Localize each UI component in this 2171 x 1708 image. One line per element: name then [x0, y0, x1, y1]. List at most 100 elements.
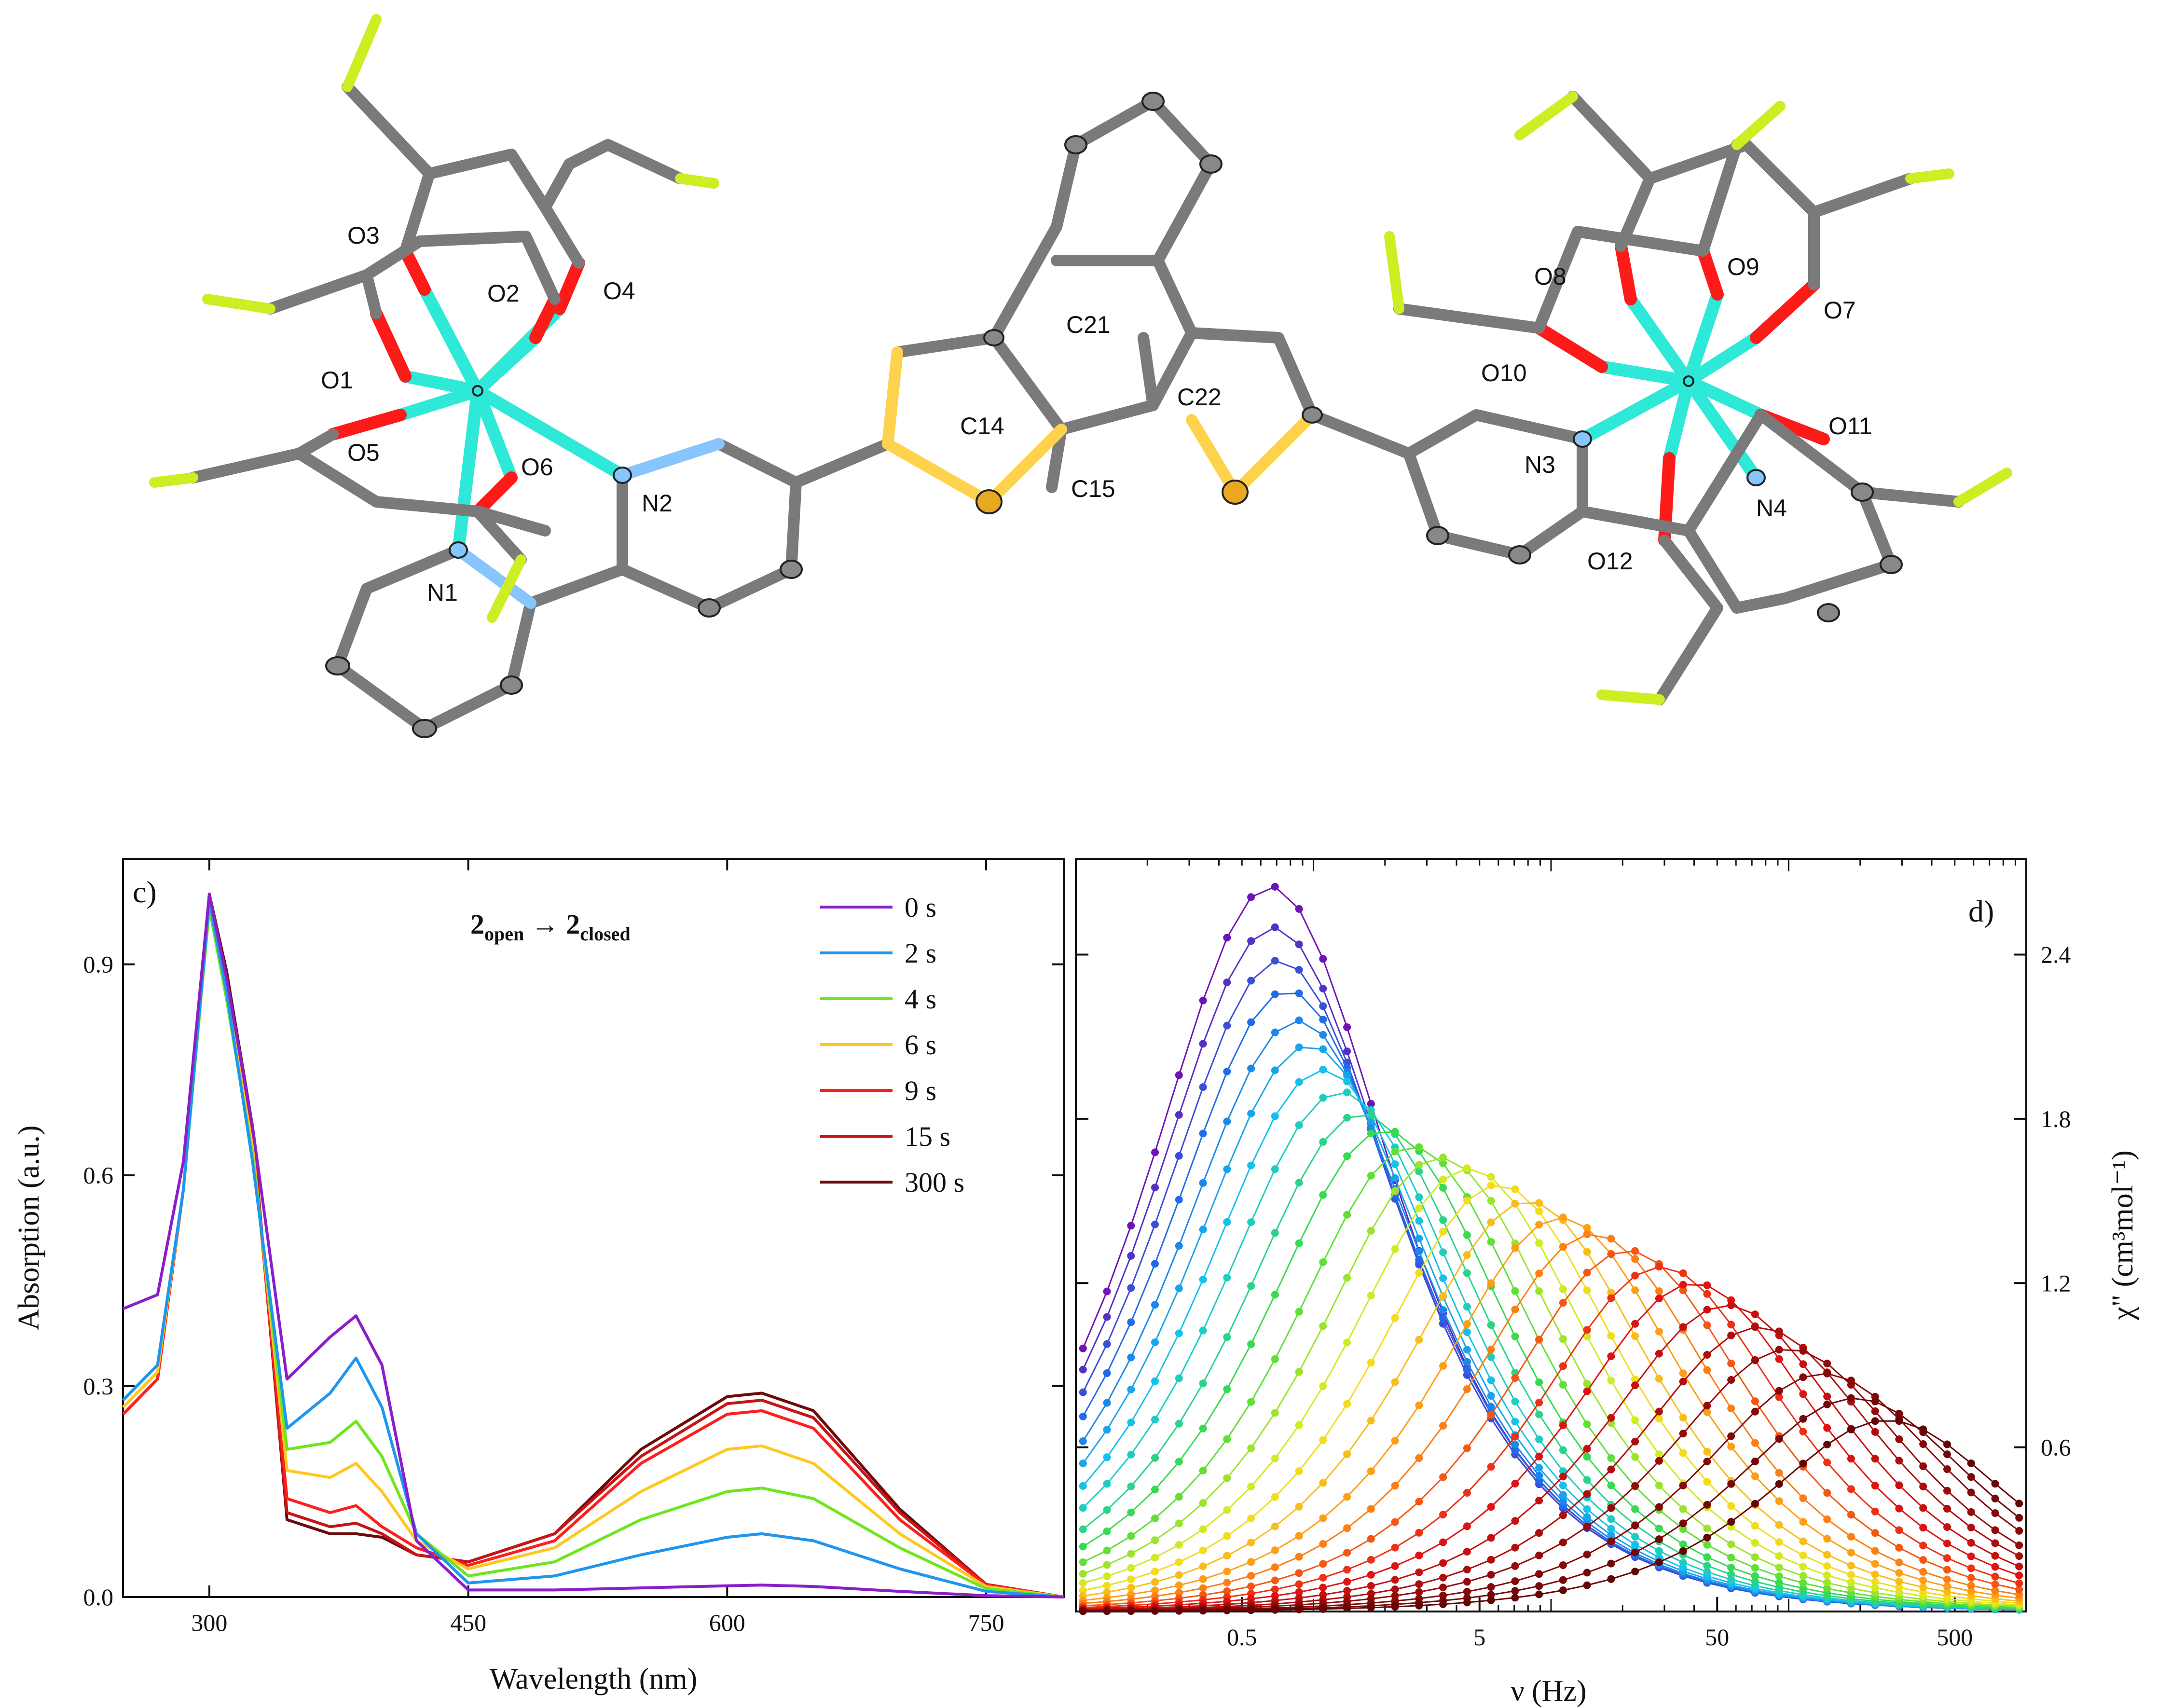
data-point	[1199, 1584, 1207, 1592]
data-point	[1247, 937, 1255, 945]
data-point	[1199, 1129, 1207, 1138]
data-point	[1607, 1465, 1615, 1474]
data-point	[1847, 1485, 1855, 1493]
data-point	[1511, 1446, 1519, 1455]
data-point	[1583, 1445, 1591, 1453]
data-point	[1271, 1546, 1279, 1555]
data-point	[1223, 1165, 1231, 1173]
data-point	[1535, 1207, 1543, 1215]
data-point	[1967, 1582, 1975, 1590]
data-point	[1271, 1563, 1279, 1571]
data-point	[1991, 1580, 1999, 1588]
data-point	[1511, 1418, 1519, 1426]
data-point	[2015, 1552, 2023, 1560]
data-point	[1223, 1385, 1231, 1393]
data-point	[1487, 1279, 1495, 1287]
data-point	[1607, 1531, 1615, 1539]
data-point	[1343, 1211, 1351, 1219]
data-point	[1223, 1579, 1231, 1587]
data-point	[1319, 1065, 1327, 1074]
data-point	[1919, 1576, 1927, 1584]
data-point	[1295, 1467, 1303, 1475]
data-point	[1775, 1521, 1783, 1529]
data-point	[1319, 1540, 1327, 1548]
series-line	[122, 892, 1064, 1598]
data-point	[1151, 1184, 1159, 1192]
data-point	[1511, 1562, 1519, 1570]
atom-label: O4	[603, 277, 635, 304]
data-point	[1895, 1504, 1903, 1513]
data-point	[1415, 1234, 1423, 1242]
data-point	[1535, 1464, 1543, 1472]
data-point	[1679, 1281, 1687, 1289]
y-tick-label: 0.0	[83, 1584, 114, 1611]
data-point	[1487, 1345, 1495, 1353]
data-point	[1703, 1568, 1711, 1576]
data-point	[1559, 1213, 1567, 1222]
data-point	[1535, 1582, 1543, 1590]
data-point	[1175, 1242, 1183, 1250]
data-point	[1967, 1587, 1975, 1595]
data-point	[1511, 1440, 1519, 1448]
data-point	[1919, 1524, 1927, 1532]
data-point	[1103, 1607, 1111, 1615]
data-point	[1223, 1117, 1231, 1126]
data-point	[1751, 1397, 1759, 1405]
data-point	[1895, 1481, 1903, 1489]
data-point	[1871, 1428, 1879, 1436]
data-point	[1823, 1571, 1831, 1579]
data-point	[1895, 1457, 1903, 1465]
data-point	[1847, 1584, 1855, 1592]
data-point	[2015, 1500, 2023, 1508]
data-point	[1247, 1018, 1255, 1026]
data-point	[1271, 1028, 1279, 1036]
data-point	[1511, 1244, 1519, 1252]
data-point	[1463, 1522, 1471, 1530]
data-point	[1151, 1377, 1159, 1385]
data-point	[1367, 1100, 1375, 1108]
data-point	[2015, 1579, 2023, 1587]
data-point	[1967, 1473, 1975, 1481]
data-point	[1751, 1310, 1759, 1319]
data-point	[1319, 1094, 1327, 1102]
data-point	[1775, 1497, 1783, 1505]
series-line	[1083, 1304, 2020, 1611]
data-point	[1151, 1515, 1159, 1522]
data-point	[1223, 1021, 1231, 1030]
data-point	[1751, 1578, 1759, 1585]
plot-frame	[122, 858, 1065, 1598]
data-point	[1247, 1161, 1255, 1170]
data-point	[1655, 1481, 1663, 1489]
data-point	[1895, 1584, 1903, 1592]
data-point	[1391, 1174, 1399, 1182]
data-point	[1439, 1573, 1447, 1582]
data-point	[1415, 1269, 1423, 1277]
data-point	[1583, 1420, 1591, 1428]
data-point	[1343, 1493, 1351, 1501]
data-point	[1151, 1148, 1159, 1157]
data-point	[1319, 1573, 1327, 1582]
data-point	[1799, 1347, 1807, 1355]
data-point	[1655, 1295, 1663, 1303]
data-point	[1535, 1435, 1543, 1444]
x-tick-label: 0.5	[1227, 1624, 1257, 1651]
data-point	[1823, 1515, 1831, 1523]
data-point	[1871, 1584, 1879, 1592]
data-point	[2015, 1514, 2023, 1522]
data-point	[1607, 1525, 1615, 1533]
data-point	[1943, 1505, 1951, 1513]
data-point	[1535, 1221, 1543, 1229]
data-point	[1775, 1469, 1783, 1477]
data-point	[1343, 1088, 1351, 1096]
data-point	[1463, 1587, 1471, 1596]
data-point	[1343, 1566, 1351, 1574]
data-point	[1367, 1570, 1375, 1579]
legend-label: 6 s	[905, 1029, 936, 1061]
data-point	[1607, 1294, 1615, 1302]
data-point	[1487, 1596, 1495, 1604]
data-point	[1631, 1453, 1639, 1461]
legend-label: 9 s	[905, 1075, 936, 1106]
data-point	[1271, 1522, 1279, 1530]
data-point	[1367, 1467, 1375, 1475]
data-point	[1847, 1455, 1855, 1463]
